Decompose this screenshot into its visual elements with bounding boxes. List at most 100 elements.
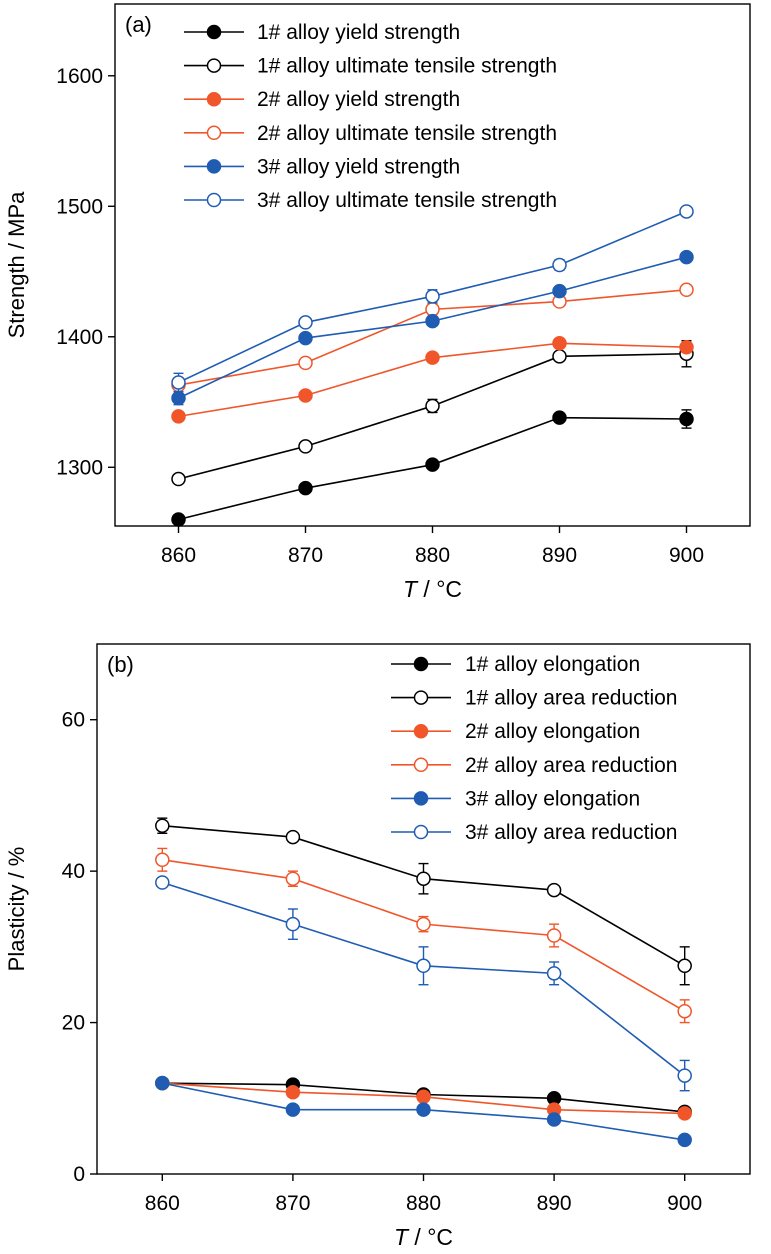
legend-label: 1# alloy ultimate tensile strength <box>257 55 557 78</box>
legend-marker <box>206 24 222 40</box>
data-point <box>298 439 313 454</box>
legend-label: 1# alloy area reduction <box>465 687 677 710</box>
x-tick-label: 900 <box>669 544 704 567</box>
data-point <box>155 852 170 868</box>
data-point <box>679 339 694 355</box>
series-5 <box>171 249 694 406</box>
x-tick-label: 890 <box>542 544 577 567</box>
data-point <box>285 829 301 845</box>
data-point <box>285 1102 301 1117</box>
legend-label: 3# alloy elongation <box>465 787 640 810</box>
y-tick-label: 0 <box>73 1163 85 1186</box>
data-point <box>425 457 440 472</box>
data-point <box>298 315 313 330</box>
data-point <box>416 958 431 974</box>
data-point <box>285 871 301 886</box>
data-point <box>298 330 313 346</box>
legend-label: 2# alloy ultimate tensile strength <box>257 122 557 145</box>
data-point <box>677 958 692 974</box>
series-6 <box>155 875 692 1092</box>
legend-marker <box>206 125 222 141</box>
y-tick-label: 1500 <box>56 195 103 218</box>
legend-label: 2# alloy area reduction <box>465 754 677 777</box>
data-point <box>155 1075 170 1091</box>
data-point <box>679 249 694 265</box>
data-point <box>546 882 562 898</box>
data-point <box>546 966 562 981</box>
data-point <box>416 916 431 932</box>
y-tick-label: 1400 <box>56 326 103 349</box>
series-3 <box>155 1075 692 1121</box>
data-point <box>171 409 186 424</box>
legend-label: 3# alloy ultimate tensile strength <box>257 189 557 212</box>
data-point <box>679 282 694 298</box>
data-point <box>285 1084 301 1100</box>
x-tick-label: 890 <box>537 1192 572 1215</box>
x-tick-label: 900 <box>667 1192 702 1215</box>
x-tick-label: 860 <box>145 1192 180 1215</box>
legend-label: 2# alloy elongation <box>465 720 640 743</box>
data-point <box>298 480 313 496</box>
data-point <box>425 350 440 365</box>
series-5 <box>155 1075 692 1148</box>
series-4 <box>155 847 692 1024</box>
panel-label: (a) <box>125 12 152 37</box>
legend-label: 3# alloy yield strength <box>257 155 460 178</box>
y-tick-label: 1300 <box>56 456 103 479</box>
data-point <box>677 1106 692 1121</box>
data-point <box>425 289 440 304</box>
legend-label: 3# alloy area reduction <box>465 821 677 844</box>
x-axis-title: T / °C <box>394 1224 453 1250</box>
series-2 <box>155 817 692 986</box>
data-point <box>546 1112 562 1127</box>
legend: 1# alloy elongation 1# alloy area reducti… <box>391 653 677 844</box>
legend-label: 1# alloy yield strength <box>257 21 460 44</box>
series-line <box>162 824 686 967</box>
x-tick-label: 870 <box>275 1192 310 1215</box>
legend-label: 2# alloy yield strength <box>257 88 460 111</box>
series-3 <box>171 336 694 424</box>
data-point <box>171 512 186 527</box>
panel-label: (b) <box>107 652 134 677</box>
data-point <box>425 398 440 414</box>
x-axis-unit: / °C <box>417 576 462 602</box>
legend-marker <box>206 58 222 73</box>
data-point <box>285 916 301 932</box>
data-point <box>677 1003 692 1019</box>
chart-panel-b: 860 870 880 890 900 0 20 40 60 T / °C Plasticity /… <box>4 643 751 1250</box>
data-point <box>552 349 567 364</box>
legend-marker <box>413 791 429 806</box>
x-axis-title: T / °C <box>403 576 462 602</box>
legend-marker <box>413 690 429 705</box>
x-tick-label: 860 <box>161 544 196 567</box>
data-point <box>552 257 567 273</box>
data-point <box>552 336 567 351</box>
data-point <box>416 871 431 886</box>
legend-marker <box>206 192 222 208</box>
chart-panel-a: 860 870 880 890 900 1300 1400 1500 1600 T / °C Str… <box>4 3 751 602</box>
legend-marker <box>206 159 222 174</box>
data-point <box>677 1068 692 1083</box>
legend-marker <box>413 723 429 739</box>
data-point <box>679 204 694 219</box>
data-point <box>416 1089 431 1105</box>
data-point <box>416 1102 431 1117</box>
series-6 <box>171 204 694 393</box>
data-point <box>171 390 186 406</box>
data-point <box>155 875 170 890</box>
data-point <box>546 928 562 943</box>
legend: 1# alloy yield strength 1# alloy ultimate… <box>184 21 557 212</box>
x-tick-label: 880 <box>406 1192 441 1215</box>
y-axis-title: Strength / MPa <box>4 191 29 339</box>
data-point <box>298 388 313 403</box>
y-tick-label: 1600 <box>56 65 103 88</box>
x-tick-label: 880 <box>415 544 450 567</box>
legend-label: 1# alloy elongation <box>465 653 640 676</box>
data-point <box>171 375 186 390</box>
x-axis-variable: T <box>394 1224 410 1250</box>
legend-marker <box>413 656 429 672</box>
data-point <box>425 313 440 329</box>
data-point <box>552 283 567 299</box>
y-axis-title: Plasticity / % <box>4 847 29 972</box>
